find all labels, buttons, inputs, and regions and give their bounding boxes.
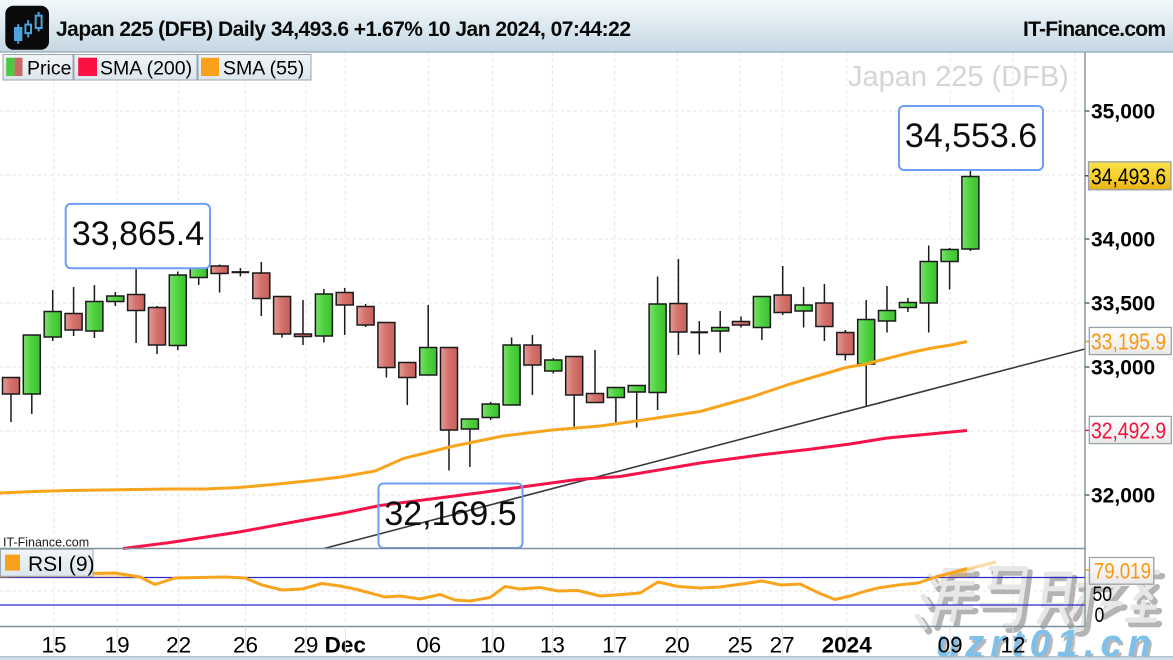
svg-text:50: 50	[1093, 582, 1113, 606]
svg-text:SMA (200): SMA (200)	[100, 58, 192, 80]
svg-text:33,000: 33,000	[1091, 357, 1155, 380]
svg-text:34,000: 34,000	[1091, 229, 1155, 252]
svg-text:79.019: 79.019	[1094, 560, 1151, 584]
svg-text:33,865.4: 33,865.4	[72, 215, 204, 253]
svg-text:SMA (55): SMA (55)	[223, 58, 304, 80]
svg-text:32,000: 32,000	[1091, 485, 1155, 508]
svg-text:33,195.9: 33,195.9	[1091, 330, 1166, 355]
svg-text:32,169.5: 32,169.5	[384, 495, 516, 533]
svg-text:34,553.6: 34,553.6	[905, 117, 1037, 155]
svg-text:uzrt01.cn: uzrt01.cn	[936, 623, 1157, 660]
svg-text:Price: Price	[27, 58, 71, 80]
svg-text:Japan 225 (DFB): Japan 225 (DFB)	[848, 61, 1069, 93]
svg-text:32,492.9: 32,492.9	[1091, 419, 1166, 444]
svg-text:Japan 225 (DFB) Daily 34,493.6: Japan 225 (DFB) Daily 34,493.6 +1.67% 10…	[56, 18, 631, 41]
svg-text:IT-Finance.com: IT-Finance.com	[1023, 18, 1166, 41]
svg-text:IT-Finance.com: IT-Finance.com	[3, 535, 89, 549]
svg-text:33,500: 33,500	[1091, 293, 1155, 316]
svg-text:RSI (9): RSI (9)	[28, 553, 95, 576]
svg-text:uzrt01.cn: uzrt01.cn	[939, 626, 1160, 660]
svg-text:34,493.6: 34,493.6	[1091, 165, 1166, 190]
svg-text:35,000: 35,000	[1091, 101, 1155, 124]
svg-text:0: 0	[1095, 604, 1105, 628]
